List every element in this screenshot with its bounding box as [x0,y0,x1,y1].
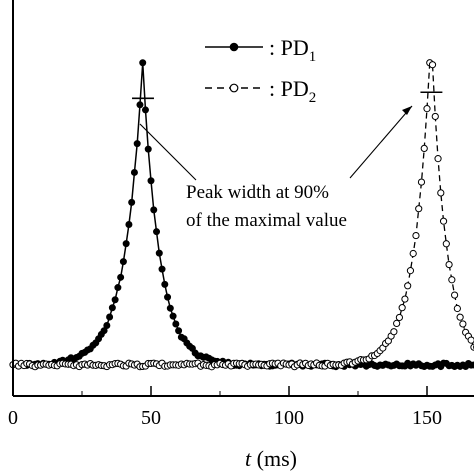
series-pd2-point-142 [401,295,409,303]
marker-layer [9,59,474,371]
annotation-line-2: of the maximal value [186,210,347,231]
series-pd2-point-141 [398,304,406,312]
series-pd1-point-47 [153,228,161,236]
legend-pd1-marker [229,42,239,52]
series-pd1-point-39 [130,168,138,176]
annotation-arrowhead-right [402,106,412,115]
series-pd2-point-150 [423,105,431,113]
series-pd2-point-159 [448,276,456,284]
series-pd2-point-140 [395,313,403,322]
series-pd1-point-43 [141,106,149,114]
series-pd2-point-149 [420,144,428,153]
series-pd1-point-40 [133,140,141,148]
series-pd2-point-160 [451,291,459,299]
series-pd1-point-46 [150,206,158,214]
annotation-line-1: Peak width at 90% [186,182,329,203]
series-pd1-point-49 [158,265,166,273]
series-pd1-point-35 [119,258,127,266]
x-ticks: 0 50 100 150 [8,386,442,429]
peak-width-layer [132,91,443,100]
series-pd2-point-157 [442,240,450,248]
series-pd1-point-52 [166,304,174,312]
series-pd1-point-36 [122,240,130,248]
series-pd1-point-37 [125,221,133,229]
series-pd1-point-51 [164,293,172,301]
series-pd1-point-42 [139,59,147,67]
x-tick-label-50: 50 [141,407,161,429]
x-axis-label-unit: (ms) [251,446,297,471]
series-pd1-point-33 [114,284,122,292]
x-tick-label-0: 0 [8,407,18,429]
x-axis-label: t (ms) [245,446,297,471]
series-pd2-point-143 [404,282,412,290]
series-pd2-point-158 [445,260,453,269]
series-pd1-point-44 [144,145,152,153]
series-pd2-point-161 [453,304,461,313]
series-pd1-point-50 [161,280,169,288]
series-pd2-point-146 [412,231,420,240]
series-pd2-point-138 [390,328,398,336]
series-pd2-point-147 [415,205,423,213]
series-pd1-point-55 [175,327,183,335]
legend-pd1-prefix: : PD [269,35,309,60]
series-pd2-point-145 [409,249,417,258]
x-tick-label-150: 150 [412,407,442,429]
series-pd1-point-48 [155,249,163,257]
series-pd2-point-139 [393,319,401,327]
legend-pd2-prefix: : PD [269,76,309,101]
series-pd1-point-30 [106,313,114,321]
series-pd2-point-148 [417,178,426,186]
series-pd1-point-45 [147,177,155,185]
series-pd2-point-152 [428,61,437,69]
series-pd1-point-34 [117,273,125,281]
series-pd2-point-153 [431,112,439,121]
series-pd1-point-54 [172,320,180,328]
legend-pd2-subscript: 2 [309,90,317,106]
annotation: Peak width at 90% of the maximal value [139,105,413,231]
legend-pd2-marker [229,83,239,93]
x-tick-label-100: 100 [274,407,304,429]
x-axis-label-variable: t [245,446,252,471]
series-pd2-point-166 [467,336,474,344]
annotation-pointer-left [139,123,197,181]
series-pd2-point-144 [406,267,415,275]
series-pd1-point-32 [111,296,119,304]
legend-pd1-subscript: 1 [309,49,317,65]
series-pd2-point-162 [456,313,464,321]
series-pd1-point-53 [169,312,177,320]
legend-pd1-text: : PD1 [269,35,316,65]
annotation-pointer-right [349,105,413,179]
series-pd1-point-31 [108,304,116,312]
series-pd2-point-163 [459,320,467,328]
series-pd1-point-38 [128,198,136,206]
series-pd1-point-29 [103,322,111,330]
legend: : PD1 : PD2 [205,35,316,106]
series-pd1-point-41 [136,101,144,109]
legend-pd2-text: : PD2 [269,76,316,106]
series-pd2-point-156 [439,217,448,225]
series-pd2-point-155 [437,189,445,197]
series-pd2-point-154 [434,155,442,163]
